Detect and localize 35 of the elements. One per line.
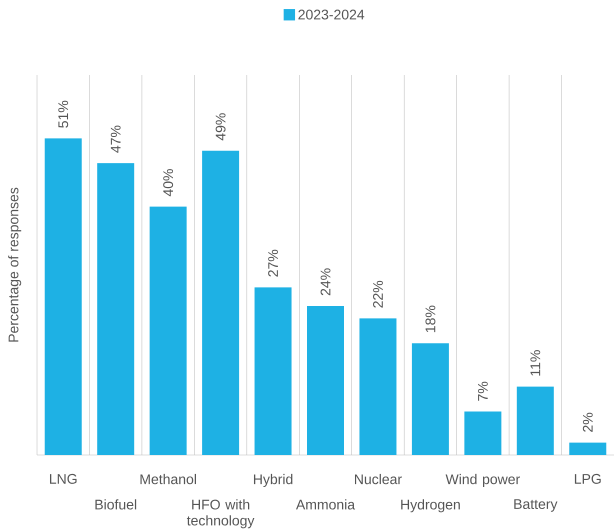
x-tick-label: Battery [514, 499, 558, 512]
bar [516, 386, 554, 455]
data-label: 51% [58, 100, 68, 128]
legend-label: 2023-2024 [298, 10, 364, 20]
x-tick-label: Methanol [140, 474, 196, 484]
data-label: 27% [268, 250, 278, 277]
data-label: 47% [110, 126, 121, 153]
bar [464, 412, 502, 455]
x-tick-label: Ammonia [296, 499, 356, 510]
bar [254, 287, 292, 455]
x-tick-label: Wind power [446, 474, 520, 487]
bar [307, 306, 344, 455]
data-label: 22% [373, 280, 383, 308]
y-axis-title: Percentage of responses [8, 188, 22, 342]
x-tick-label: LPG [574, 474, 601, 484]
data-label: 24% [320, 268, 330, 296]
data-label: 7% [478, 382, 488, 401]
data-label: 11% [530, 350, 540, 376]
data-label: 40% [163, 169, 174, 196]
bar [202, 150, 240, 455]
x-tick-label: Hydrogen [401, 499, 460, 512]
bar [359, 318, 396, 455]
x-tick-label: Nuclear [354, 474, 402, 484]
x-tick-label: Biofuel [95, 499, 136, 510]
data-label: 49% [216, 113, 226, 140]
x-tick-label: HFO with technology [186, 499, 254, 528]
bar [150, 206, 187, 455]
bar [412, 343, 449, 455]
x-tick-label: Hybrid [254, 474, 292, 487]
data-label: 18% [425, 306, 436, 332]
x-tick-label: LNG [50, 474, 77, 484]
bar [569, 442, 606, 455]
bar [97, 163, 134, 455]
data-label: 2% [582, 412, 593, 432]
bar [44, 138, 82, 455]
